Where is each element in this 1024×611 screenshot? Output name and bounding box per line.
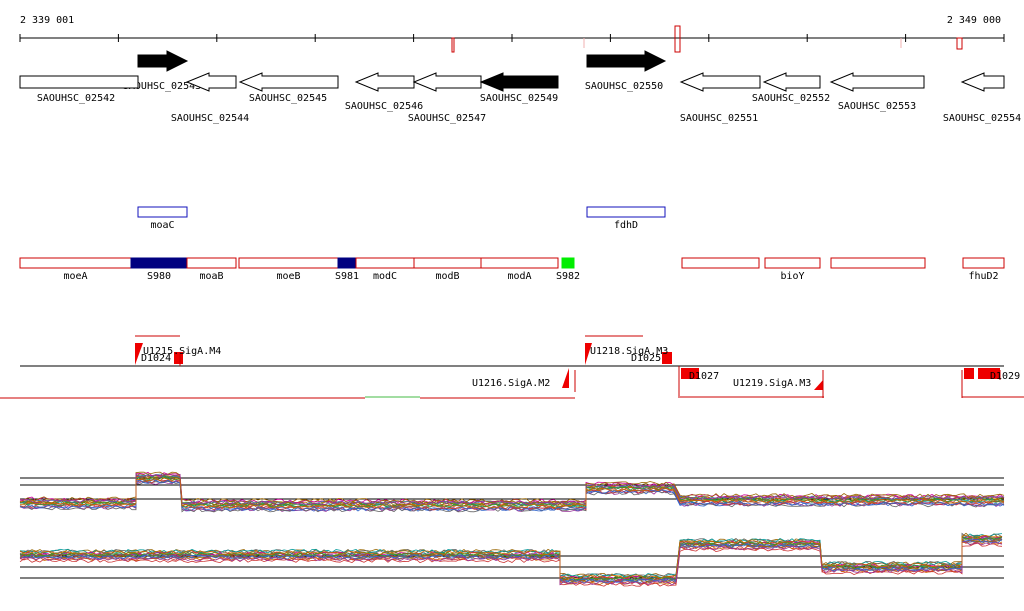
coverage-spikes — [451, 25, 963, 53]
expression-profile-line — [19, 538, 1003, 584]
expression-profile-line — [19, 542, 1003, 587]
promoter-label: U1219.SigA.M3 — [733, 378, 811, 389]
gene-reverse-arrow[interactable] — [238, 72, 339, 92]
expression-profile-line — [19, 538, 1003, 584]
gene-reverse-arrow[interactable] — [354, 72, 415, 92]
locus-box[interactable] — [337, 257, 357, 269]
coordinate-axis: 2 339 001 2 349 000 — [19, 15, 1005, 53]
gene-label: SAOUHSC_02543 — [123, 81, 201, 92]
gene-reverse-arrow[interactable] — [19, 75, 139, 89]
gene-reverse-arrow[interactable] — [679, 72, 761, 92]
gene-label: SAOUHSC_02544 — [171, 113, 249, 124]
expression-profile-forward — [19, 471, 1005, 513]
gene-label: SAOUHSC_02547 — [408, 113, 486, 124]
locus-box[interactable] — [355, 257, 415, 269]
gene-reverse-arrow[interactable] — [762, 72, 821, 92]
locus-box[interactable] — [130, 257, 188, 269]
locus-label: moeA — [63, 271, 87, 282]
operon-box[interactable] — [137, 206, 188, 218]
gene-label: SAOUHSC_02553 — [838, 101, 916, 112]
promoter-label: U1216.SigA.M2 — [472, 378, 550, 389]
gene-label: SAOUHSC_02549 — [480, 93, 558, 104]
locus-box[interactable] — [830, 257, 926, 269]
promoter-label: U1218.SigA.M3 — [590, 346, 668, 357]
gene-reverse-arrow[interactable] — [960, 72, 1005, 92]
expression-profile-line — [19, 541, 1003, 586]
gene-label: SAOUHSC_02554 — [943, 113, 1021, 124]
locus-box[interactable] — [238, 257, 339, 269]
gene-label: SAOUHSC_02542 — [37, 93, 115, 104]
locus-label: S980 — [147, 271, 171, 282]
locus-label: fhuD2 — [968, 271, 998, 282]
locus-box[interactable] — [962, 257, 1005, 269]
locus-box[interactable] — [764, 257, 821, 269]
gene-forward-arrow[interactable] — [137, 50, 189, 72]
gene-label: SAOUHSC_02552 — [752, 93, 830, 104]
gene-reverse-arrow[interactable] — [479, 72, 559, 92]
gene-reverse-arrow[interactable] — [829, 72, 925, 92]
promoter-label: D1029 — [990, 371, 1020, 382]
axis-ticks — [19, 34, 1005, 42]
expression-profile-line — [19, 535, 1003, 581]
locus-box[interactable] — [561, 257, 575, 269]
locus-label: modA — [507, 271, 531, 282]
locus-label: bioY — [780, 271, 804, 282]
expression-profile-line — [19, 536, 1003, 581]
locus-track: moeA S980 moaB moeB S981 modC modB modA S982 bioY… — [19, 257, 1005, 282]
axis-end-label: 2 349 000 — [947, 15, 1001, 26]
operon-label: moaC — [150, 220, 174, 231]
locus-label: S982 — [556, 271, 580, 282]
operon-track: moaC fdhD — [137, 206, 666, 231]
locus-box[interactable] — [480, 257, 559, 269]
operon-label: fdhD — [614, 220, 638, 231]
locus-label: modB — [435, 271, 459, 282]
expression-profile-line — [20, 477, 1005, 509]
promoter-label: D1025 — [631, 353, 661, 364]
gene-reverse-arrow[interactable] — [412, 72, 482, 92]
promoter-label: U1215.SigA.M4 — [143, 346, 221, 357]
gene-track: SAOUHSC_02543 SAOUHSC_02550 SAOUHSC_02542 S… — [19, 50, 1021, 124]
locus-label: moeB — [276, 271, 300, 282]
promoter-label: D1027 — [689, 371, 719, 382]
gene-label: SAOUHSC_02546 — [345, 101, 423, 112]
locus-box[interactable] — [413, 257, 482, 269]
locus-label: moaB — [199, 271, 223, 282]
locus-box[interactable] — [19, 257, 132, 269]
expression-profile-line — [19, 534, 1003, 579]
expression-profiles — [19, 471, 1005, 587]
gene-reverse-arrow[interactable] — [185, 72, 237, 92]
gene-label: SAOUHSC_02551 — [680, 113, 758, 124]
gene-label: SAOUHSC_02545 — [249, 93, 327, 104]
axis-start-label: 2 339 001 — [20, 15, 74, 26]
gene-label: SAOUHSC_02550 — [585, 81, 663, 92]
promoter-label: D1024 — [141, 353, 171, 364]
operon-box[interactable] — [586, 206, 666, 218]
gene-forward-arrow[interactable] — [586, 50, 667, 72]
locus-box[interactable] — [681, 257, 760, 269]
expression-profile-reverse — [19, 532, 1004, 587]
locus-label: modC — [373, 271, 397, 282]
expression-profile-line — [19, 532, 1003, 578]
locus-label: S981 — [335, 271, 359, 282]
expression-profile-line — [19, 538, 1003, 583]
locus-box[interactable] — [186, 257, 237, 269]
